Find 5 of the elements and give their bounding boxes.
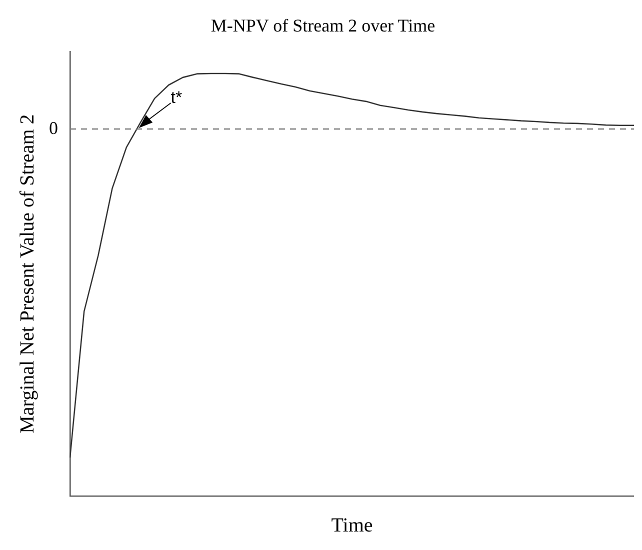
- ref-line-label: 0: [49, 118, 58, 138]
- x-axis-title: Time: [331, 514, 373, 536]
- y-axis-title: Marginal Net Present Value of Stream 2: [16, 114, 38, 434]
- chart-title: M-NPV of Stream 2 over Time: [210, 16, 436, 36]
- annotation: t*: [170, 88, 183, 108]
